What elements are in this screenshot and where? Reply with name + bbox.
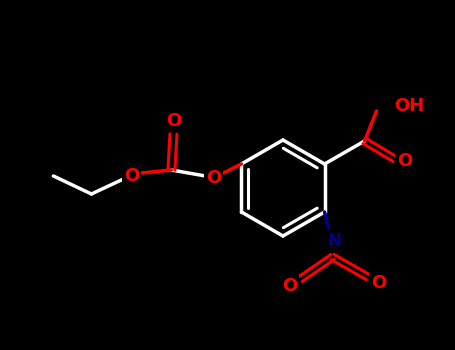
Text: O: O (124, 167, 139, 185)
Text: O: O (206, 169, 221, 187)
Text: O: O (371, 274, 386, 292)
Text: OH: OH (394, 97, 425, 115)
Text: N: N (328, 232, 342, 250)
Text: O: O (282, 277, 297, 295)
Text: O: O (397, 152, 412, 170)
Text: O: O (166, 112, 181, 130)
